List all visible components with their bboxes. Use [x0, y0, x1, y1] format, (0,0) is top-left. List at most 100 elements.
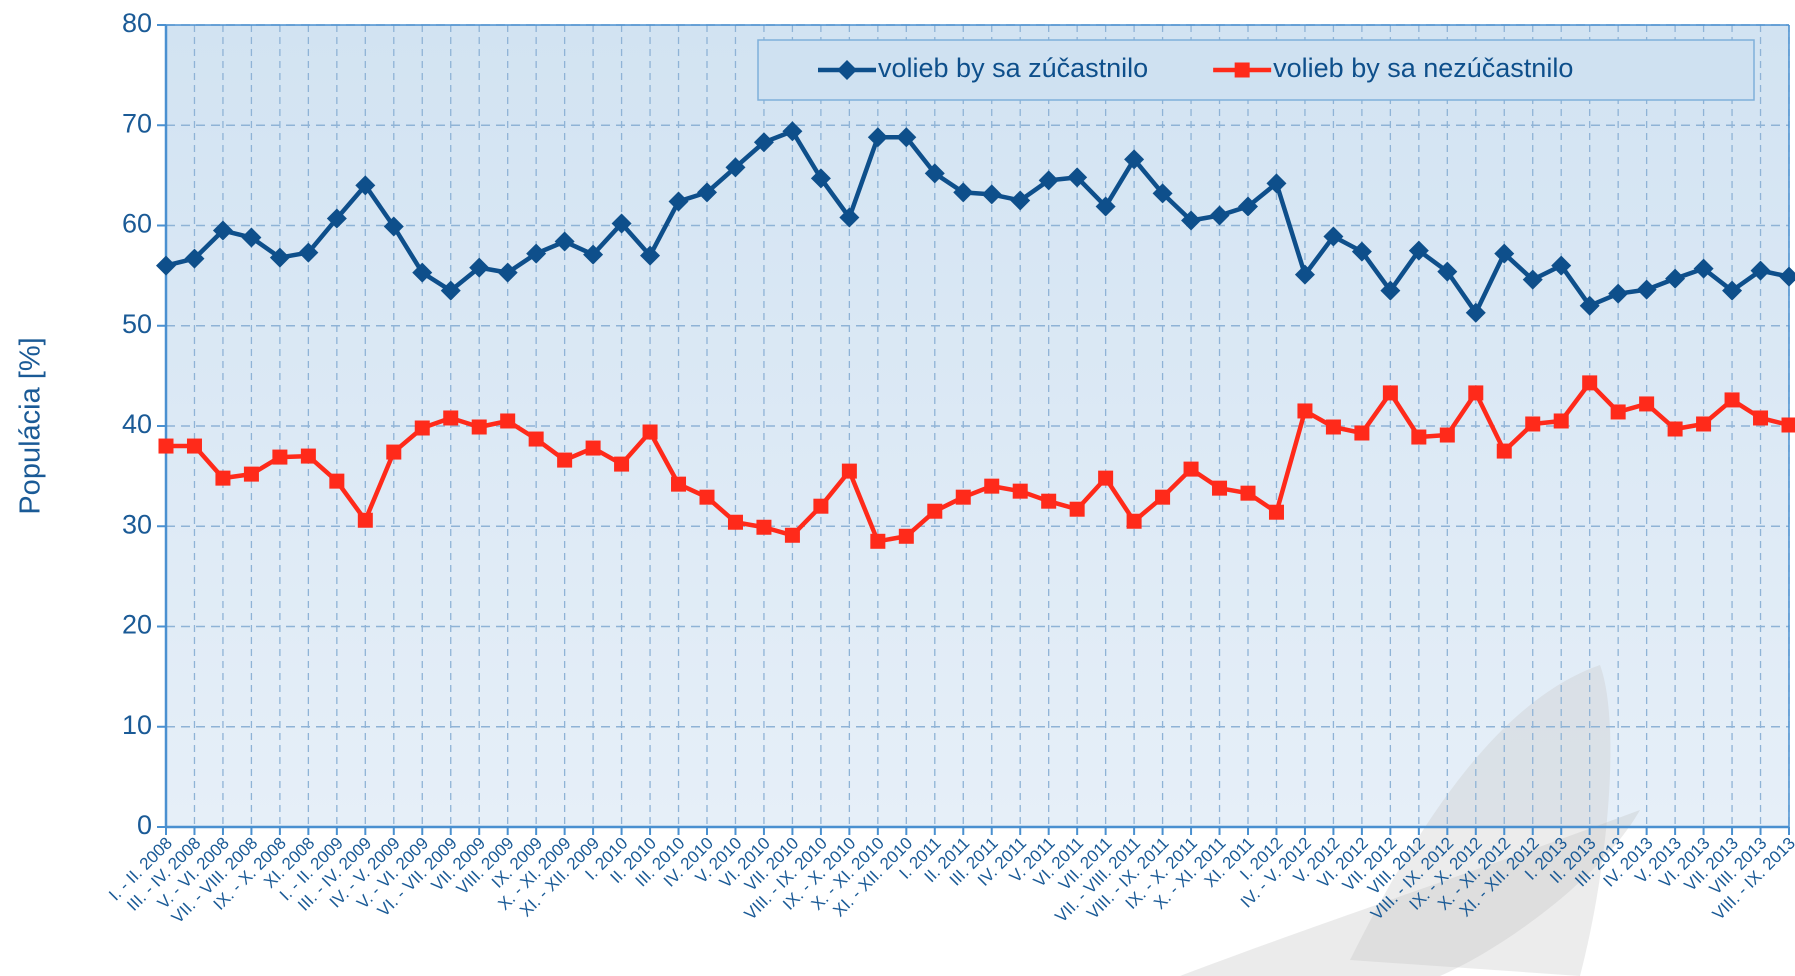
data-point	[1610, 404, 1626, 420]
y-tick-label: 60	[122, 209, 152, 239]
data-point	[355, 175, 376, 196]
data-point	[357, 512, 373, 528]
data-point	[1551, 255, 1572, 276]
data-point	[640, 245, 661, 266]
data-point	[1209, 205, 1230, 226]
data-point	[585, 440, 601, 456]
data-point	[329, 473, 345, 489]
data-point	[557, 452, 573, 468]
y-tick-label: 80	[122, 8, 152, 38]
data-point	[1750, 260, 1771, 281]
data-point	[953, 182, 974, 203]
data-point	[497, 262, 518, 283]
data-point	[1439, 427, 1455, 443]
data-point	[326, 208, 347, 229]
data-point	[298, 242, 319, 263]
data-point	[1468, 385, 1484, 401]
data-point	[1779, 266, 1795, 287]
data-point	[215, 470, 231, 486]
data-point	[1496, 443, 1512, 459]
data-point	[1238, 196, 1258, 217]
data-point	[642, 424, 658, 440]
data-point	[1354, 425, 1370, 441]
data-point	[1268, 504, 1284, 520]
data-point	[1465, 302, 1486, 323]
data-point	[1582, 375, 1598, 391]
data-point	[898, 528, 914, 544]
data-point	[583, 244, 604, 265]
data-point	[241, 227, 262, 248]
data-point	[158, 438, 174, 454]
y-tick-label: 0	[137, 810, 152, 840]
data-point	[1408, 240, 1429, 261]
data-point	[725, 157, 746, 178]
data-point	[156, 255, 176, 276]
data-point	[1667, 421, 1683, 437]
data-point	[1636, 279, 1657, 300]
data-point	[927, 503, 943, 519]
data-point	[471, 419, 487, 435]
series-line	[166, 380, 1790, 544]
y-tick-label: 10	[122, 710, 152, 740]
data-point	[813, 498, 829, 514]
data-point	[699, 489, 715, 505]
data-point	[1382, 385, 1398, 401]
data-point	[1722, 280, 1743, 301]
decoration	[1350, 665, 1611, 976]
legend-label: volieb by sa nezúčastnilo	[1273, 53, 1573, 83]
data-point	[1665, 268, 1686, 289]
data-point	[668, 191, 689, 212]
data-point	[1294, 264, 1315, 285]
data-point	[1010, 190, 1031, 211]
data-point	[1494, 243, 1515, 264]
data-point	[1041, 493, 1057, 509]
data-point	[697, 182, 717, 203]
data-point	[1266, 173, 1287, 194]
data-point	[414, 420, 430, 436]
data-point	[984, 478, 1000, 494]
data-point	[1724, 392, 1740, 408]
data-point	[1126, 513, 1142, 529]
data-point	[1098, 470, 1114, 486]
data-point	[1579, 295, 1600, 316]
data-point	[896, 127, 917, 148]
data-point	[1234, 62, 1250, 78]
y-tick-label: 50	[122, 309, 152, 339]
data-point	[1012, 483, 1028, 499]
data-point	[955, 489, 971, 505]
data-point	[1095, 196, 1116, 217]
data-point	[412, 262, 433, 283]
data-point	[1067, 167, 1088, 188]
data-point	[212, 220, 233, 241]
data-point	[1069, 501, 1085, 517]
data-point	[1155, 489, 1171, 505]
data-point	[810, 168, 831, 189]
data-point	[1608, 283, 1629, 304]
data-point	[272, 449, 288, 465]
data-point	[1693, 258, 1714, 279]
y-tick-label: 20	[122, 610, 152, 640]
data-point	[1124, 149, 1145, 170]
y-tick-label: 70	[122, 108, 152, 138]
data-point	[1297, 403, 1313, 419]
data-point	[1183, 461, 1199, 477]
data-point	[383, 216, 404, 237]
data-point	[782, 121, 803, 142]
data-point	[1325, 419, 1341, 435]
series-line	[165, 129, 1790, 315]
data-point	[841, 463, 857, 479]
data-point	[1181, 210, 1202, 231]
y-tick-label: 30	[122, 509, 152, 539]
data-point	[1240, 485, 1256, 501]
data-point	[1152, 183, 1173, 204]
data-point	[1525, 416, 1541, 432]
data-point	[1553, 413, 1569, 429]
data-point	[554, 231, 575, 252]
data-point	[614, 456, 630, 472]
data-point	[184, 248, 205, 269]
data-point	[611, 213, 632, 234]
data-point	[386, 444, 402, 460]
decoration	[1180, 810, 1640, 976]
